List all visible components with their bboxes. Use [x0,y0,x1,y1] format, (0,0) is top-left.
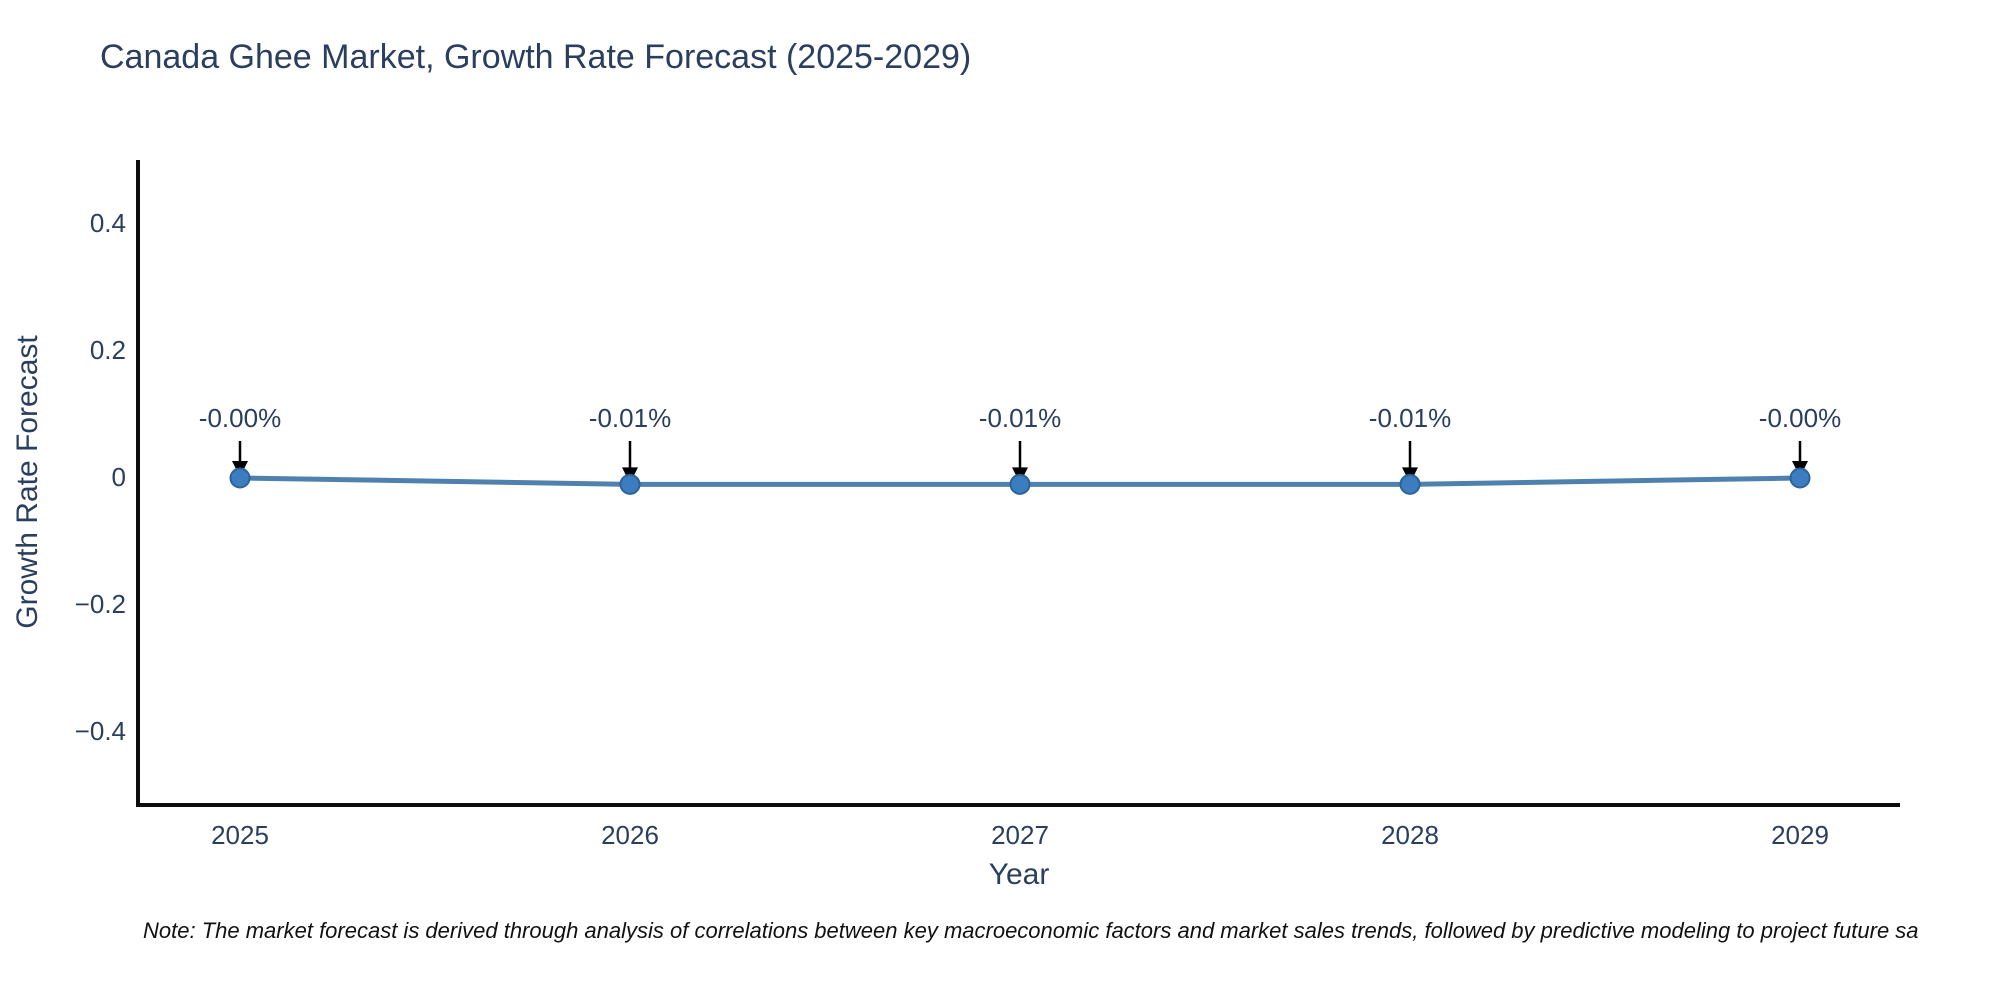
chart-title: Canada Ghee Market, Growth Rate Forecast… [100,38,972,76]
point-value-annotation: -0.00% [1758,403,1842,433]
x-tick-label: 2029 [1771,820,1829,850]
y-tick-label: 0.4 [89,208,126,238]
footnote: Note: The market forecast is derived thr… [143,918,1919,943]
y-tick-label: 0 [111,462,126,492]
point-value-annotation: -0.01% [978,403,1062,433]
y-tick-label: −0.4 [74,716,126,746]
data-point-marker [1399,473,1421,495]
data-point-marker [619,473,641,495]
point-value-annotation: -0.01% [1368,403,1452,433]
x-tick-label: 2028 [1381,820,1439,850]
x-tick-label: 2026 [601,820,659,850]
y-tick-label: −0.2 [74,589,126,619]
y-tick-label: 0.2 [89,335,126,365]
point-value-annotation: -0.01% [588,403,672,433]
x-axis-title: Year [988,858,1050,891]
data-point-marker [1789,467,1811,489]
data-point-marker [229,467,251,489]
x-tick-label: 2025 [211,820,269,850]
x-tick-label: 2027 [991,820,1049,850]
point-value-annotation: -0.00% [198,403,282,433]
data-point-marker [1009,473,1031,495]
